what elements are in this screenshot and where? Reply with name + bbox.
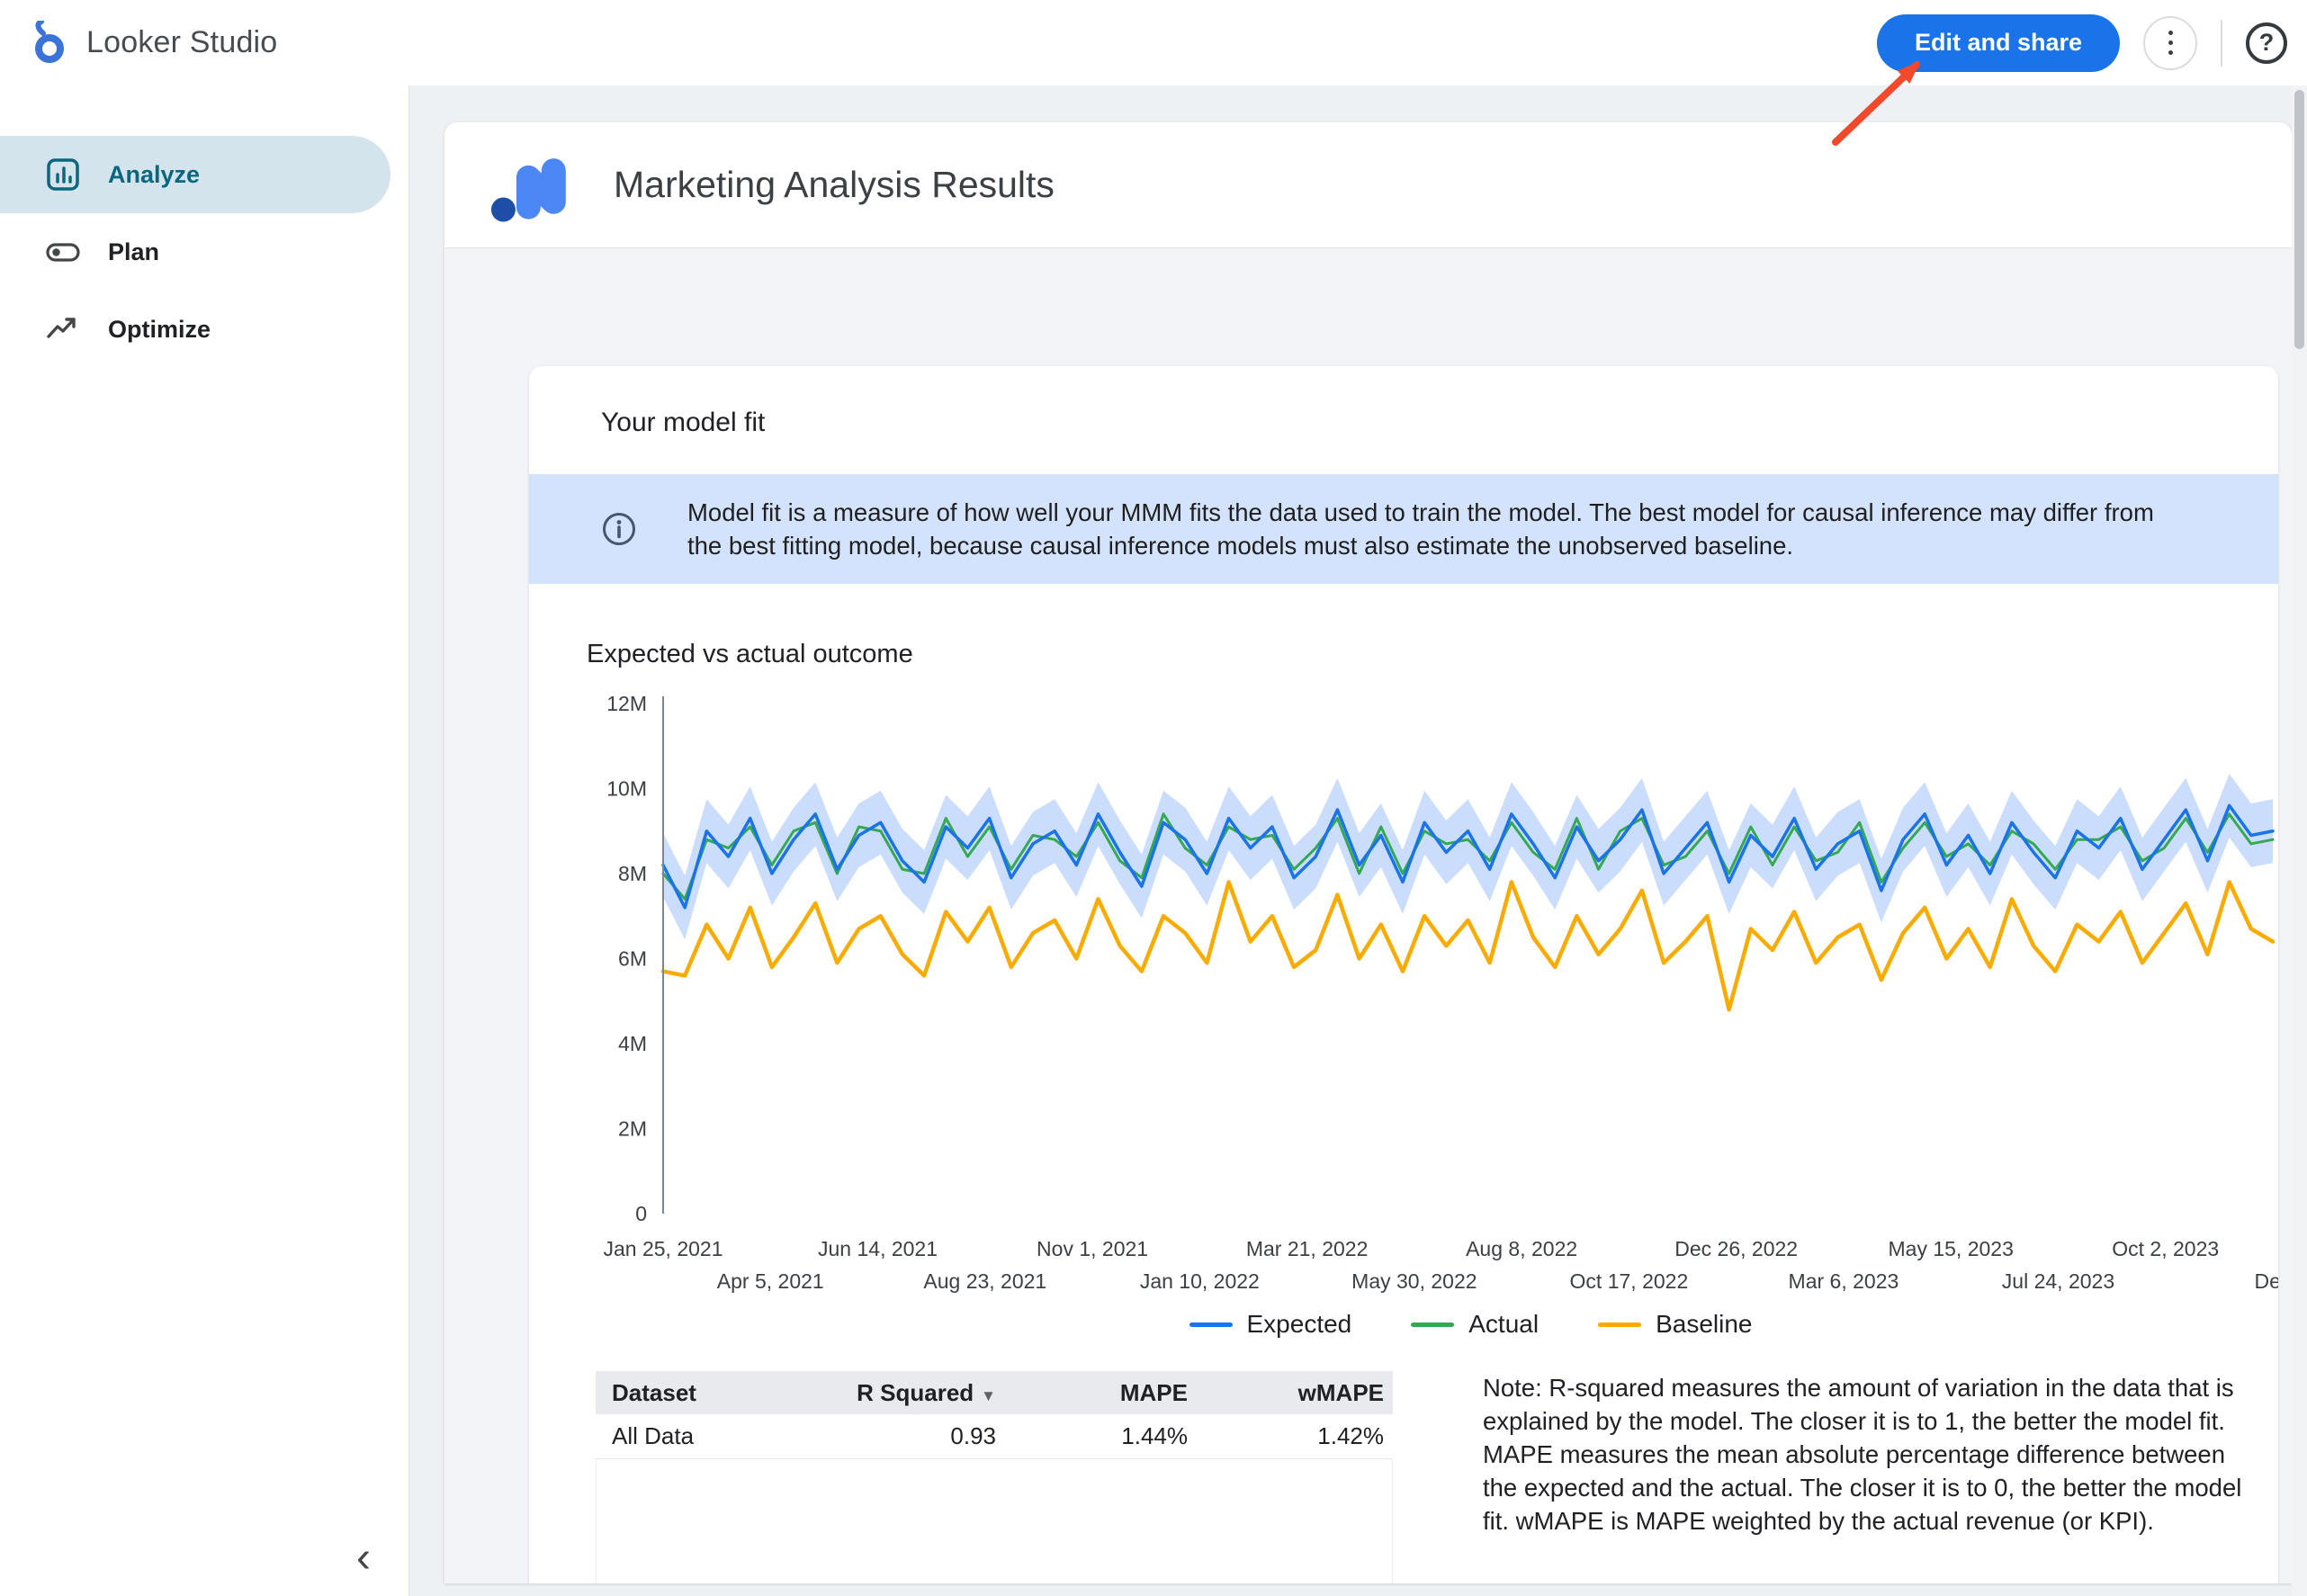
edit-and-share-button[interactable]: Edit and share — [1876, 13, 2120, 72]
topbar-divider — [2221, 19, 2222, 67]
legend-label: Actual — [1468, 1310, 1539, 1338]
marketing-platform-logo-icon — [490, 157, 566, 221]
cell-mape: 1.44% — [1121, 1422, 1188, 1449]
legend-item-actual: Actual — [1411, 1310, 1539, 1339]
sidebar-item-analyze[interactable]: Analyze — [0, 136, 390, 213]
svg-text:Aug 8, 2022: Aug 8, 2022 — [1466, 1237, 1577, 1260]
table-empty-area — [596, 1459, 1393, 1583]
svg-text:4M: 4M — [618, 1032, 647, 1055]
column-header-wmape[interactable]: wMAPE — [1297, 1378, 1384, 1406]
looker-studio-logo-icon — [35, 20, 64, 63]
svg-text:12M: 12M — [606, 692, 647, 715]
vertical-scrollbar — [2292, 85, 2307, 1596]
card-title: Your model fit — [601, 408, 766, 437]
actual-line-swatch — [1411, 1322, 1455, 1327]
svg-text:Jan 10, 2022: Jan 10, 2022 — [1140, 1269, 1260, 1293]
more-options-kebab-button[interactable] — [2143, 15, 2197, 70]
topbar-actions: Edit and share ? — [1876, 13, 2287, 72]
chart-legend: Expected Actual Baseline — [663, 1310, 2278, 1339]
table-row: All Data 0.93 1.44% 1.42% — [596, 1414, 1393, 1459]
app-title: Looker Studio — [86, 25, 278, 59]
line-chart: 0 2M 4M 6M 8M 10M 12M Jan 25, 2021 Apr 5, 2021 Ju… — [603, 692, 2278, 1293]
sidebar-item-label: Optimize — [108, 315, 211, 343]
main-area: Marketing Analysis Results Your model fi… — [409, 85, 2307, 1596]
svg-text:Mar 21, 2022: Mar 21, 2022 — [1246, 1237, 1369, 1260]
expected-line-swatch — [1189, 1322, 1233, 1327]
svg-text:Jul 24, 2023: Jul 24, 2023 — [2002, 1269, 2114, 1293]
kebab-dot — [2168, 50, 2173, 55]
expected-vs-actual-chart: 0 2M 4M 6M 8M 10M 12M Jan 25, 2021 Apr 5, 2021 Ju… — [529, 687, 2278, 1308]
svg-text:2M: 2M — [618, 1117, 647, 1141]
sidebar-item-plan[interactable]: Plan — [0, 213, 390, 291]
legend-item-baseline: Baseline — [1598, 1310, 1752, 1339]
info-banner-text: Model fit is a measure of how well your … — [687, 498, 2154, 560]
cell-r-squared: 0.93 — [950, 1422, 996, 1449]
metrics-row: Dataset R Squared ▼ MAPE wMAPE All Data 0… — [596, 1371, 2251, 1583]
report-canvas: Marketing Analysis Results Your model fi… — [444, 122, 2292, 1583]
svg-text:Oct 17, 2022: Oct 17, 2022 — [1570, 1269, 1689, 1293]
kebab-dot — [2168, 31, 2173, 35]
model-fit-note: Note: R-squared measures the amount of v… — [1483, 1374, 2242, 1535]
help-icon[interactable]: ? — [2246, 22, 2287, 64]
cell-wmape: 1.42% — [1317, 1422, 1384, 1449]
report-title: Marketing Analysis Results — [614, 164, 1055, 205]
sidebar-item-optimize[interactable]: Optimize — [0, 291, 390, 368]
chart-section-title: Expected vs actual outcome — [587, 640, 913, 668]
app-shell: Analyze Plan Optimize ‹ M — [0, 85, 2307, 1596]
baseline-line-swatch — [1598, 1322, 1642, 1327]
svg-text:6M: 6M — [618, 947, 647, 971]
svg-text:Aug 23, 2021: Aug 23, 2021 — [923, 1269, 1046, 1293]
column-header-r-squared[interactable]: R Squared ▼ — [857, 1378, 996, 1406]
column-header-dataset[interactable]: Dataset — [612, 1378, 696, 1406]
legend-label: Expected — [1246, 1310, 1352, 1338]
svg-text:Nov 1, 2021: Nov 1, 2021 — [1037, 1237, 1148, 1260]
model-fit-card: Your model fit Model fit is a measure of… — [529, 366, 2278, 1583]
info-banner: Model fit is a measure of how well your … — [529, 474, 2278, 584]
model-fit-table: Dataset R Squared ▼ MAPE wMAPE All Data 0… — [596, 1371, 1393, 1583]
sidebar-item-label: Plan — [108, 238, 160, 265]
sort-descending-icon: ▼ — [981, 1386, 996, 1404]
topbar: Looker Studio Edit and share ? — [0, 0, 2307, 85]
scrollbar-thumb[interactable] — [2294, 90, 2304, 349]
plan-toggle-icon — [46, 243, 80, 262]
sidebar: Analyze Plan Optimize ‹ — [0, 85, 409, 1596]
svg-text:Mar 6, 2023: Mar 6, 2023 — [1789, 1269, 1899, 1293]
svg-text:Apr 5, 2021: Apr 5, 2021 — [717, 1269, 824, 1293]
svg-text:Dec 26, 2022: Dec 26, 2022 — [1674, 1237, 1798, 1260]
svg-text:8M: 8M — [618, 862, 647, 885]
legend-item-expected: Expected — [1189, 1310, 1352, 1339]
report-header: Marketing Analysis Results — [444, 122, 2292, 248]
svg-text:May 15, 2023: May 15, 2023 — [1889, 1237, 2014, 1260]
looker-studio-brand: Looker Studio — [27, 20, 278, 66]
svg-text:May 30, 2022: May 30, 2022 — [1351, 1269, 1477, 1293]
svg-text:10M: 10M — [606, 777, 647, 801]
svg-text:Oct 2, 2023: Oct 2, 2023 — [2112, 1237, 2219, 1260]
cell-dataset: All Data — [612, 1422, 695, 1449]
sidebar-item-label: Analyze — [108, 160, 201, 188]
table-header-row: Dataset R Squared ▼ MAPE wMAPE — [596, 1371, 1393, 1414]
report-page: Your model fit Model fit is a measure of… — [444, 248, 2292, 1583]
info-icon — [603, 513, 635, 545]
kebab-dot — [2168, 40, 2173, 45]
analyze-chart-icon — [47, 158, 79, 191]
svg-text:Jan 25, 2021: Jan 25, 2021 — [603, 1237, 723, 1260]
svg-text:Jun 14, 2021: Jun 14, 2021 — [818, 1237, 938, 1260]
svg-text:Dec: Dec — [2255, 1269, 2278, 1293]
svg-text:0: 0 — [635, 1202, 647, 1225]
legend-label: Baseline — [1656, 1310, 1753, 1338]
column-header-mape[interactable]: MAPE — [1119, 1378, 1188, 1406]
sidebar-collapse-chevron-icon[interactable]: ‹ — [356, 1534, 371, 1582]
optimize-trending-up-icon — [47, 318, 76, 338]
